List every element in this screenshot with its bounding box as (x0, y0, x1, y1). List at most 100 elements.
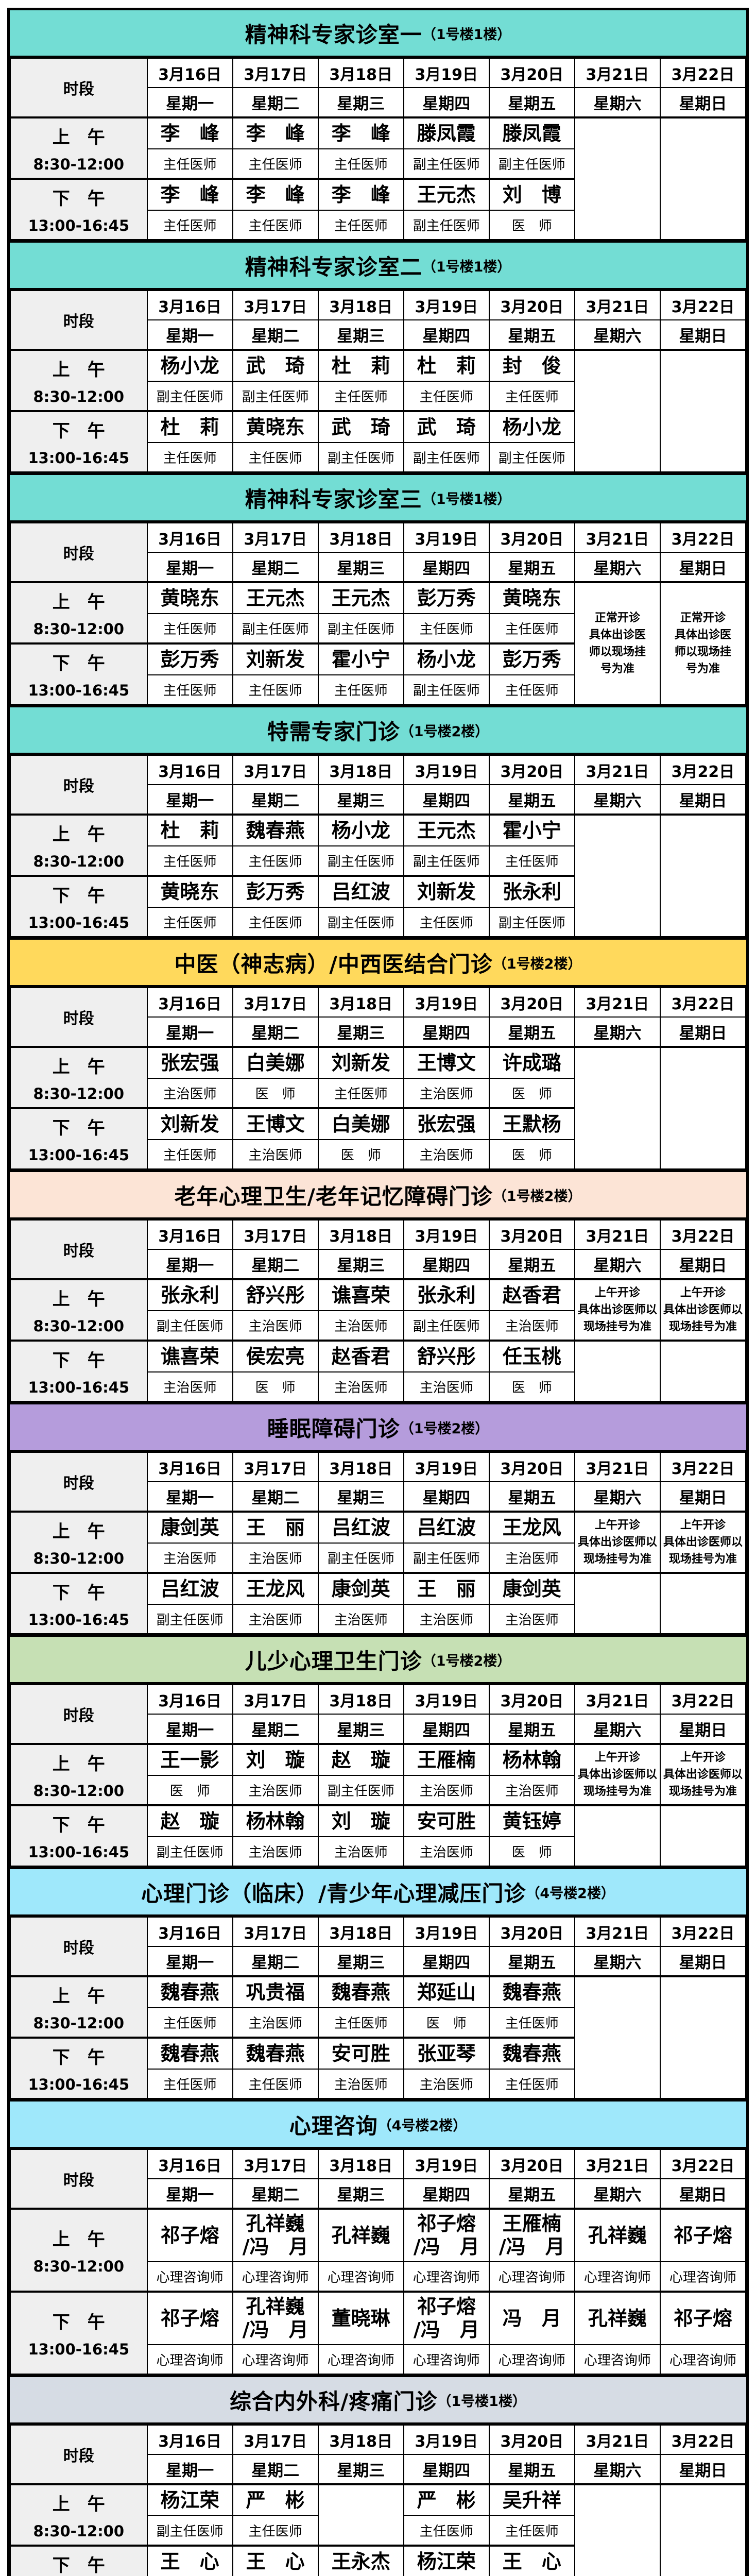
weekday-cell: 星期二 (232, 1714, 319, 1745)
weekday-cell: 星期日 (659, 1714, 747, 1745)
am-time: 8:30-12:00 (33, 2258, 125, 2275)
weekend-notice-cell: 上午开诊 具体出诊医师以 现场挂号为准 (659, 1511, 747, 1573)
schedule-section: 中医（神志病）/中西医结合门诊 （1号楼2楼） 时段 3月16日 3月17日 3月18日 3… (7, 937, 749, 1172)
weekend-notice-cell: 上午开诊 具体出诊医师以 现场挂号为准 (659, 1743, 747, 1806)
schedule-table: 时段 3月16日 3月17日 3月18日 3月19日 3月20日 3月21日 3月22日 星期一… (10, 2149, 747, 2375)
doctor-name-cell: 孔祥巍 (574, 2208, 661, 2262)
doctor-name-cell: 白美娜 (317, 1107, 404, 1140)
weekday-cell: 星期五 (488, 2454, 575, 2485)
doctor-name-cell: 黄钰婷 (488, 1804, 575, 1837)
doctor-title-cell: 主任医师 (146, 2007, 233, 2038)
date-cell: 3月18日 (317, 2149, 404, 2179)
am-label: 上 午 (52, 592, 105, 613)
section-banner: 心理门诊（临床）/青少年心理减压门诊 （4号楼2楼） (10, 1869, 746, 1917)
empty-cell (574, 814, 661, 937)
doctor-title-cell: 心理咨询师 (488, 2261, 575, 2292)
date-cell: 3月16日 (146, 987, 233, 1018)
doctor-name-cell: 刘新发 (232, 642, 319, 675)
doctor-name-cell: 严 彬 (403, 2484, 490, 2516)
date-cell: 3月18日 (317, 1452, 404, 1482)
doctor-name-cell: 安可胜 (403, 1804, 490, 1837)
date-cell: 3月16日 (146, 2425, 233, 2455)
am-label: 上 午 (52, 1521, 105, 1542)
doctor-title-cell: 主治医师 (232, 1543, 319, 1573)
weekday-cell: 星期五 (488, 1946, 575, 1977)
am-label: 上 午 (52, 1289, 105, 1310)
am-row-label: 上 午 8:30-12:00 (10, 1743, 148, 1806)
doctor-name-cell: 赵香君 (488, 1279, 575, 1311)
doctor-name-cell: 孔祥巍 (317, 2208, 404, 2262)
weekday-cell: 星期三 (317, 319, 404, 351)
doctor-name-cell: 杨小龙 (146, 349, 233, 382)
weekday-cell: 星期四 (403, 2178, 490, 2210)
weekday-cell: 星期六 (574, 552, 661, 583)
doctor-title-cell: 心理咨询师 (574, 2261, 661, 2292)
weekday-cell: 星期二 (232, 1946, 319, 1977)
doctor-title-cell: 主任医师 (146, 845, 233, 876)
date-cell: 3月17日 (232, 2425, 319, 2455)
doctor-name-cell: 冯 月 (488, 2291, 575, 2345)
date-cell: 3月18日 (317, 290, 404, 320)
doctor-name-cell: 彭万秀 (403, 582, 490, 614)
doctor-title-cell: 副主任医师 (317, 907, 404, 937)
doctor-title-cell: 医 师 (488, 1078, 575, 1109)
weekday-cell: 星期一 (146, 1016, 233, 1048)
doctor-title-cell: 心理咨询师 (403, 2261, 490, 2292)
section-banner: 中医（神志病）/中西医结合门诊 （1号楼2楼） (10, 940, 746, 987)
section-banner: 睡眠障碍门诊 （1号楼2楼） (10, 1404, 746, 1452)
am-label: 上 午 (52, 2229, 105, 2250)
date-cell: 3月16日 (146, 755, 233, 785)
date-cell: 3月16日 (146, 1917, 233, 1947)
doctor-name-cell: 侯宏亮 (232, 1340, 319, 1372)
pm-row-label: 下 午 13:00-16:45 (10, 642, 148, 705)
doctor-name-cell: 李 峰 (232, 178, 319, 211)
doctor-title-cell: 主治医师 (232, 1139, 319, 1170)
am-row-label: 上 午 8:30-12:00 (10, 349, 148, 412)
doctor-name-cell: 杨林翰 (488, 1743, 575, 1776)
am-label: 上 午 (52, 2494, 105, 2515)
doctor-name-cell: 滕凤霞 (488, 117, 575, 149)
date-cell: 3月17日 (232, 1917, 319, 1947)
doctor-title-cell: 主任医师 (488, 2007, 575, 2038)
doctor-title-cell: 主任医师 (403, 613, 490, 644)
pm-row-label: 下 午 13:00-16:45 (10, 178, 148, 240)
pm-row-label: 下 午 13:00-16:45 (10, 1804, 148, 1867)
am-time: 8:30-12:00 (33, 620, 125, 638)
am-label: 上 午 (52, 127, 105, 148)
doctor-name-cell: 董晓琳 (317, 2291, 404, 2345)
date-cell: 3月18日 (317, 58, 404, 88)
doctor-title-cell: 主任医师 (146, 1139, 233, 1170)
section-title: 综合内外科/疼痛门诊 (230, 2388, 438, 2414)
section-title: 精神科专家诊室三 (245, 486, 422, 512)
doctor-name-cell: 吴升祥 (488, 2484, 575, 2516)
date-cell: 3月17日 (232, 2149, 319, 2179)
time-period-header: 时段 (10, 58, 148, 118)
doctor-name-cell: 康剑英 (146, 1511, 233, 1544)
doctor-name-cell: 王 丽 (403, 1572, 490, 1605)
schedule-table: 时段 3月16日 3月17日 3月18日 3月19日 3月20日 3月21日 3月22日 星期一… (10, 2425, 747, 2576)
date-cell: 3月22日 (659, 522, 747, 553)
doctor-name-cell: 巩贵福 (232, 1976, 319, 2008)
date-cell: 3月17日 (232, 1452, 319, 1482)
pm-row-label: 下 午 13:00-16:45 (10, 1572, 148, 1634)
doctor-name-cell: 祁子熔 /冯 月 (403, 2291, 490, 2345)
weekday-cell: 星期三 (317, 1016, 404, 1048)
weekday-cell: 星期五 (488, 1016, 575, 1048)
weekday-cell: 星期二 (232, 1481, 319, 1513)
empty-cell (574, 1976, 661, 2099)
weekday-cell: 星期二 (232, 1016, 319, 1048)
doctor-name-cell: 康剑英 (317, 1572, 404, 1605)
doctor-title-cell: 主任医师 (232, 2069, 319, 2099)
doctor-title-cell: 心理咨询师 (659, 2344, 747, 2375)
doctor-name-cell: 杨江荣 (403, 2545, 490, 2576)
doctor-title-cell: 主治医师 (488, 1604, 575, 1634)
doctor-name-cell: 王博文 (232, 1107, 319, 1140)
weekday-cell: 星期一 (146, 2178, 233, 2210)
doctor-name-cell: 魏春燕 (232, 2037, 319, 2070)
date-cell: 3月19日 (403, 58, 490, 88)
date-cell: 3月17日 (232, 987, 319, 1018)
empty-cell (574, 117, 661, 240)
pm-row-label: 下 午 13:00-16:45 (10, 2037, 148, 2099)
doctor-name-cell: 王默杨 (488, 1107, 575, 1140)
doctor-name-cell: 杜 莉 (403, 349, 490, 382)
